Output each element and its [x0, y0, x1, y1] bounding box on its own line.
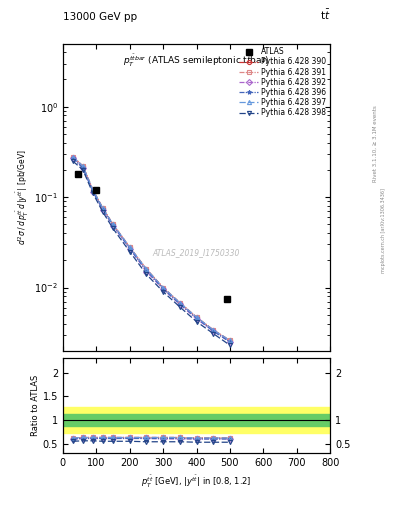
Line: Pythia 6.428 391: Pythia 6.428 391: [71, 155, 232, 343]
Pythia 6.428 390: [211, 327, 216, 333]
Pythia 6.428 392: [81, 165, 85, 171]
Pythia 6.428 398: [144, 271, 149, 278]
Pythia 6.428 390: [228, 337, 232, 344]
Pythia 6.428 392: [101, 207, 105, 213]
Pythia 6.428 392: [91, 188, 95, 195]
Pythia 6.428 391: [144, 266, 149, 272]
Line: ATLAS: ATLAS: [75, 171, 230, 302]
Pythia 6.428 397: [228, 337, 232, 344]
Pythia 6.428 398: [161, 289, 165, 295]
Pythia 6.428 396: [178, 301, 182, 307]
Pythia 6.428 392: [178, 302, 182, 308]
Pythia 6.428 392: [71, 155, 75, 161]
Pythia 6.428 390: [178, 300, 182, 306]
Line: Pythia 6.428 390: Pythia 6.428 390: [71, 155, 232, 343]
Pythia 6.428 390: [111, 221, 116, 227]
Pythia 6.428 396: [127, 245, 132, 251]
Pythia 6.428 396: [161, 286, 165, 292]
Pythia 6.428 390: [127, 244, 132, 250]
Text: $p_T^{t\bar{t}bar}$ (ATLAS semileptonic t$\bar{t}$bar): $p_T^{t\bar{t}bar}$ (ATLAS semileptonic …: [123, 53, 270, 69]
Pythia 6.428 397: [178, 300, 182, 306]
Pythia 6.428 397: [111, 221, 116, 227]
Legend: ATLAS, Pythia 6.428 390, Pythia 6.428 391, Pythia 6.428 392, Pythia 6.428 396, P: ATLAS, Pythia 6.428 390, Pythia 6.428 39…: [237, 46, 328, 119]
Pythia 6.428 391: [101, 205, 105, 211]
Text: 13000 GeV pp: 13000 GeV pp: [63, 11, 137, 22]
Pythia 6.428 392: [111, 223, 116, 229]
Pythia 6.428 391: [161, 285, 165, 291]
Pythia 6.428 398: [81, 167, 85, 173]
Pythia 6.428 398: [211, 330, 216, 336]
Line: Pythia 6.428 397: Pythia 6.428 397: [71, 155, 232, 343]
ATLAS: [224, 296, 229, 302]
ATLAS: [94, 187, 99, 193]
Pythia 6.428 392: [211, 328, 216, 334]
Bar: [63, 414, 330, 426]
Pythia 6.428 396: [101, 206, 105, 212]
Text: ATLAS_2019_I1750330: ATLAS_2019_I1750330: [153, 248, 240, 257]
Y-axis label: $d^2\sigma\,/\,d\,p_T^{t\bar{t}}\,d\,|y^{t\bar{t}}|\,$ [pb/GeV]: $d^2\sigma\,/\,d\,p_T^{t\bar{t}}\,d\,|y^…: [15, 150, 31, 245]
Pythia 6.428 396: [144, 267, 149, 273]
Y-axis label: Ratio to ATLAS: Ratio to ATLAS: [31, 375, 40, 436]
Pythia 6.428 396: [81, 165, 85, 171]
Pythia 6.428 390: [101, 205, 105, 211]
Pythia 6.428 391: [127, 244, 132, 250]
Pythia 6.428 397: [161, 285, 165, 291]
Pythia 6.428 391: [91, 187, 95, 193]
Pythia 6.428 398: [127, 248, 132, 254]
Pythia 6.428 390: [144, 266, 149, 272]
Pythia 6.428 396: [194, 315, 199, 321]
Line: Pythia 6.428 398: Pythia 6.428 398: [71, 159, 232, 347]
Pythia 6.428 396: [111, 222, 116, 228]
Pythia 6.428 392: [228, 339, 232, 345]
Pythia 6.428 396: [91, 188, 95, 195]
Pythia 6.428 398: [194, 318, 199, 325]
X-axis label: $p_T^{t\bar{t}}$ [GeV], $|y^{t\bar{t}}|$ in [0.8, 1.2]: $p_T^{t\bar{t}}$ [GeV], $|y^{t\bar{t}}|$…: [141, 474, 252, 489]
Pythia 6.428 390: [71, 154, 75, 160]
Pythia 6.428 391: [178, 300, 182, 306]
Pythia 6.428 391: [228, 337, 232, 344]
Pythia 6.428 390: [81, 163, 85, 169]
Pythia 6.428 397: [194, 314, 199, 320]
Bar: [63, 407, 330, 433]
Text: t$\bar{t}$: t$\bar{t}$: [320, 7, 330, 22]
Pythia 6.428 396: [211, 328, 216, 334]
Pythia 6.428 390: [161, 285, 165, 291]
Pythia 6.428 398: [111, 225, 116, 231]
Text: Rivet 3.1.10, ≥ 3.1M events: Rivet 3.1.10, ≥ 3.1M events: [373, 105, 378, 182]
Pythia 6.428 391: [81, 163, 85, 169]
Pythia 6.428 391: [211, 327, 216, 333]
Pythia 6.428 397: [91, 187, 95, 193]
Pythia 6.428 398: [101, 209, 105, 216]
Pythia 6.428 396: [71, 155, 75, 161]
Pythia 6.428 397: [101, 205, 105, 211]
Pythia 6.428 396: [228, 339, 232, 345]
Pythia 6.428 398: [71, 158, 75, 164]
Pythia 6.428 398: [91, 190, 95, 197]
Text: mcplots.cern.ch [arXiv:1306.3436]: mcplots.cern.ch [arXiv:1306.3436]: [381, 188, 386, 273]
Pythia 6.428 397: [81, 163, 85, 169]
Pythia 6.428 397: [71, 154, 75, 160]
Line: Pythia 6.428 392: Pythia 6.428 392: [71, 156, 232, 344]
Pythia 6.428 390: [194, 314, 199, 320]
Pythia 6.428 398: [228, 342, 232, 348]
Pythia 6.428 391: [194, 314, 199, 320]
Pythia 6.428 391: [71, 154, 75, 160]
Pythia 6.428 392: [127, 245, 132, 251]
ATLAS: [75, 171, 80, 177]
Pythia 6.428 390: [91, 187, 95, 193]
Pythia 6.428 397: [144, 266, 149, 272]
Pythia 6.428 392: [144, 268, 149, 274]
Pythia 6.428 392: [161, 286, 165, 292]
Pythia 6.428 397: [127, 244, 132, 250]
Pythia 6.428 391: [111, 221, 116, 227]
Pythia 6.428 397: [211, 327, 216, 333]
Line: Pythia 6.428 396: Pythia 6.428 396: [71, 156, 232, 344]
Pythia 6.428 398: [178, 304, 182, 310]
Pythia 6.428 392: [194, 316, 199, 322]
